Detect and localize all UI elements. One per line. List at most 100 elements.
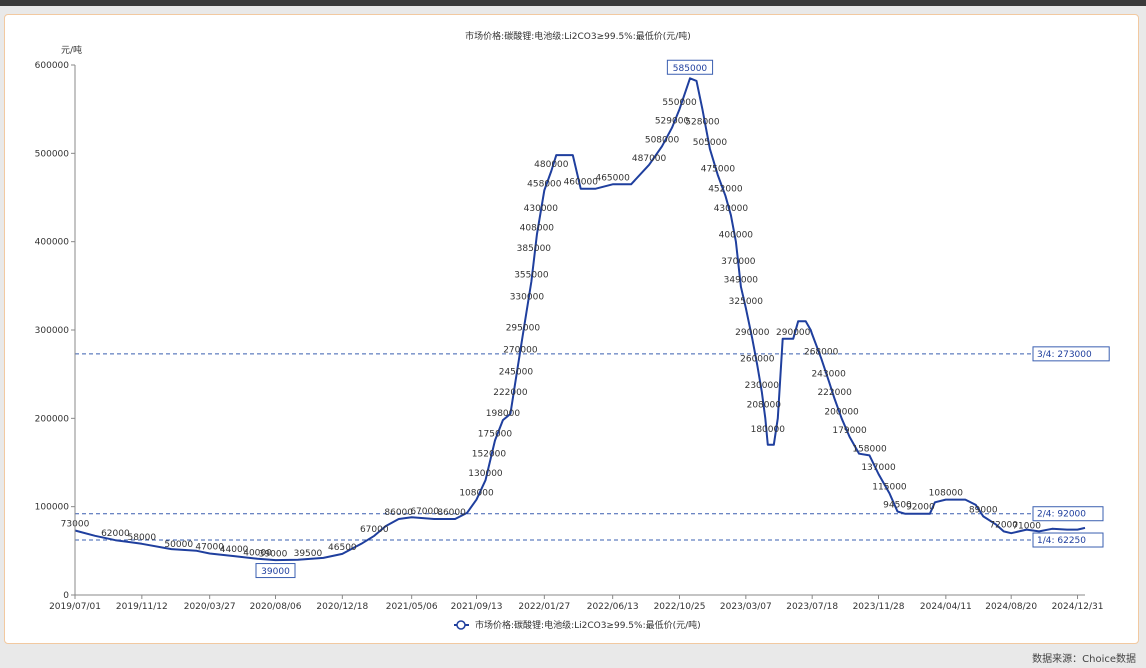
data-label: 349000: [724, 276, 759, 286]
x-tick-label: 2023/11/28: [853, 602, 905, 612]
data-label: 115000: [872, 482, 907, 492]
y-tick-label: 0: [63, 591, 69, 601]
data-label: 475000: [701, 164, 736, 174]
y-tick-label: 300000: [35, 326, 70, 336]
callout-box: [666, 59, 714, 75]
x-tick-label: 2023/03/07: [720, 602, 772, 612]
callout-box: [255, 563, 296, 579]
reference-label: 2/4: 92000: [1037, 510, 1086, 520]
x-tick-label: 2019/11/12: [116, 602, 168, 612]
x-tick-label: 2020/08/06: [250, 602, 302, 612]
data-label: 44000: [220, 545, 249, 555]
y-tick-label: 600000: [35, 61, 70, 71]
data-label: 385000: [517, 244, 552, 254]
reference-label-box: [1032, 532, 1104, 548]
data-label: 71000: [1012, 521, 1041, 531]
data-label: 47000: [195, 542, 224, 552]
data-label: 243000: [811, 369, 846, 379]
data-label: 528000: [685, 118, 720, 128]
x-tick-label: 2022/06/13: [587, 602, 639, 612]
data-label: 400000: [719, 231, 754, 241]
data-label: 89000: [969, 505, 998, 515]
data-label: 460000: [564, 178, 599, 188]
callout-label: 39000: [261, 567, 290, 577]
y-tick-label: 400000: [35, 238, 70, 248]
data-label: 355000: [514, 270, 549, 280]
x-tick-label: 2021/05/06: [386, 602, 438, 612]
data-label: 86000: [384, 508, 413, 518]
x-tick-label: 2022/01/27: [518, 602, 570, 612]
data-label: 487000: [632, 154, 667, 164]
data-label: 452000: [708, 185, 743, 195]
x-tick-label: 2023/07/18: [786, 602, 838, 612]
data-label: 458000: [527, 179, 562, 189]
data-label: 430000: [714, 204, 749, 214]
chart-panel: 市场价格:碳酸锂:电池级:Li2CO3≥99.5%:最低价(元/吨) 元/吨 3…: [4, 14, 1139, 644]
x-tick-label: 2024/08/20: [985, 602, 1037, 612]
data-label: 268000: [804, 347, 839, 357]
data-label: 325000: [729, 297, 764, 307]
data-label: 72000: [989, 520, 1018, 530]
chart-legend[interactable]: 市场价格:碳酸锂:电池级:Li2CO3≥99.5%:最低价(元/吨): [454, 619, 701, 631]
data-label: 245000: [499, 368, 534, 378]
window-top-bar: [0, 0, 1146, 6]
data-label: 208000: [747, 400, 782, 410]
data-label: 529000: [655, 117, 690, 127]
x-tick-label: 2019/07/01: [49, 602, 101, 612]
data-label: 200000: [824, 407, 859, 417]
data-label: 46500: [328, 543, 357, 553]
data-label: 330000: [510, 293, 545, 303]
data-label: 108000: [929, 489, 964, 499]
data-label: 222000: [493, 388, 528, 398]
data-label: 430000: [524, 204, 559, 214]
data-label: 67000: [410, 507, 439, 517]
data-label: 86000: [437, 508, 466, 518]
y-tick-label: 500000: [35, 149, 70, 159]
data-label: 108000: [459, 489, 494, 499]
data-label: 465000: [595, 173, 630, 183]
data-label: 39500: [294, 549, 323, 559]
data-label: 67000: [360, 525, 389, 535]
x-tick-label: 2020/03/27: [184, 602, 236, 612]
data-label: 50000: [164, 540, 193, 550]
x-tick-label: 2020/12/18: [316, 602, 368, 612]
y-axis-unit: 元/吨: [61, 44, 82, 56]
data-label: 130000: [468, 469, 503, 479]
reference-label-box: [1032, 506, 1104, 522]
data-label: 270000: [503, 346, 538, 356]
x-tick-label: 2022/10/25: [654, 602, 706, 612]
data-label: 94500: [883, 501, 912, 511]
data-label: 370000: [721, 257, 756, 267]
x-tick-label: 2024/12/31: [1052, 602, 1104, 612]
data-label: 295000: [506, 323, 541, 333]
data-label: 260000: [740, 354, 775, 364]
data-label: 480000: [534, 160, 569, 170]
data-label: 158000: [852, 444, 887, 454]
data-label: 62000: [101, 529, 130, 539]
data-label: 550000: [662, 98, 697, 108]
data-label: 290000: [776, 328, 811, 338]
data-source-note: 数据来源：Choice数据: [1032, 654, 1136, 665]
data-label: 508000: [645, 135, 680, 145]
data-label: 180000: [751, 425, 786, 435]
data-label: 92000: [906, 503, 935, 513]
x-tick-label: 2021/09/13: [451, 602, 503, 612]
data-label: 137000: [861, 463, 896, 473]
y-tick-label: 100000: [35, 503, 70, 513]
data-label: 408000: [520, 224, 555, 234]
data-label: 175000: [478, 429, 513, 439]
data-label: 40000: [243, 549, 272, 559]
data-label: 58000: [128, 533, 157, 543]
callout-label: 585000: [673, 64, 708, 74]
data-label: 230000: [745, 381, 780, 391]
data-label: 222000: [817, 388, 852, 398]
series-line: [74, 77, 1086, 562]
legend-label: 市场价格:碳酸锂:电池级:Li2CO3≥99.5%:最低价(元/吨): [475, 619, 701, 631]
data-label: 179000: [832, 426, 867, 436]
reference-label: 1/4: 62250: [1037, 536, 1086, 546]
chart-title: 市场价格:碳酸锂:电池级:Li2CO3≥99.5%:最低价(元/吨): [465, 30, 691, 42]
data-label: 290000: [735, 328, 770, 338]
reference-label: 3/4: 273000: [1037, 350, 1092, 360]
line-chart: 市场价格:碳酸锂:电池级:Li2CO3≥99.5%:最低价(元/吨) 元/吨 3…: [35, 30, 1110, 631]
data-label: 152000: [472, 450, 507, 460]
